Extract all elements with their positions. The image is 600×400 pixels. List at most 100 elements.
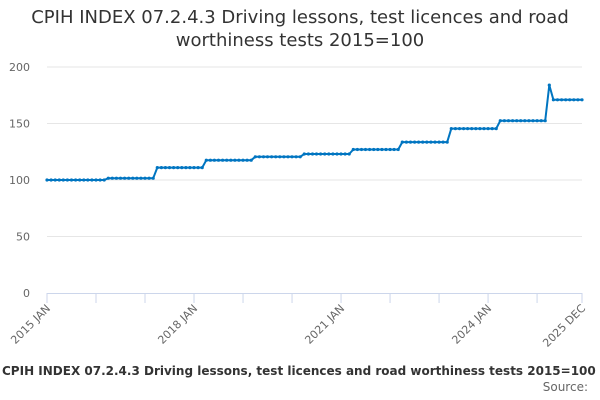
data-point[interactable] xyxy=(294,155,298,159)
data-point[interactable] xyxy=(53,178,57,182)
data-point[interactable] xyxy=(176,166,180,170)
data-point[interactable] xyxy=(388,147,392,152)
data-point[interactable] xyxy=(110,176,114,180)
data-point[interactable] xyxy=(127,176,131,180)
data-point[interactable] xyxy=(159,166,163,170)
data-point[interactable] xyxy=(515,119,519,123)
data-point[interactable] xyxy=(347,152,351,156)
data-point[interactable] xyxy=(335,152,339,156)
data-point[interactable] xyxy=(429,140,433,144)
data-point[interactable] xyxy=(216,158,221,162)
data-point[interactable] xyxy=(425,140,429,144)
data-point[interactable] xyxy=(323,152,327,156)
data-point[interactable] xyxy=(49,178,53,182)
data-point[interactable] xyxy=(241,158,245,162)
data-point[interactable] xyxy=(61,178,65,182)
data-point[interactable] xyxy=(400,140,404,144)
data-point[interactable] xyxy=(539,119,543,123)
data-point[interactable] xyxy=(408,140,413,144)
data-point[interactable] xyxy=(486,127,490,131)
data-point[interactable] xyxy=(118,176,123,180)
data-point[interactable] xyxy=(270,155,274,159)
data-point[interactable] xyxy=(502,119,506,123)
data-point[interactable] xyxy=(327,152,331,156)
data-point[interactable] xyxy=(535,119,539,123)
data-point[interactable] xyxy=(490,127,494,131)
data-point[interactable] xyxy=(302,152,306,156)
data-point[interactable] xyxy=(380,147,384,152)
data-point[interactable] xyxy=(445,140,449,144)
data-point[interactable] xyxy=(551,98,556,102)
data-point[interactable] xyxy=(139,176,143,180)
data-point[interactable] xyxy=(421,140,425,144)
data-point[interactable] xyxy=(376,147,380,152)
data-point[interactable] xyxy=(510,119,515,123)
data-point[interactable] xyxy=(143,176,147,180)
data-point[interactable] xyxy=(212,158,216,162)
data-point[interactable] xyxy=(453,127,457,131)
data-point[interactable] xyxy=(523,119,527,123)
data-point[interactable] xyxy=(245,158,249,162)
data-point[interactable] xyxy=(396,147,400,152)
data-point[interactable] xyxy=(392,147,396,152)
data-point[interactable] xyxy=(498,119,502,123)
data-point[interactable] xyxy=(196,166,200,170)
data-point[interactable] xyxy=(155,166,159,170)
data-point[interactable] xyxy=(470,127,474,131)
data-point[interactable] xyxy=(221,158,225,162)
data-point[interactable] xyxy=(527,119,531,123)
data-point[interactable] xyxy=(310,152,315,156)
data-point[interactable] xyxy=(233,158,237,162)
data-point[interactable] xyxy=(253,155,257,159)
data-point[interactable] xyxy=(519,119,523,123)
data-point[interactable] xyxy=(123,176,127,180)
data-point[interactable] xyxy=(86,178,90,182)
data-point[interactable] xyxy=(69,178,74,182)
data-point[interactable] xyxy=(576,98,580,102)
data-point[interactable] xyxy=(188,166,192,170)
data-point[interactable] xyxy=(339,152,343,156)
data-point[interactable] xyxy=(172,166,176,170)
data-point[interactable] xyxy=(449,127,453,131)
data-point[interactable] xyxy=(98,178,102,182)
data-point[interactable] xyxy=(90,178,94,182)
data-point[interactable] xyxy=(192,166,196,170)
data-point[interactable] xyxy=(572,98,576,102)
data-point[interactable] xyxy=(208,158,212,162)
data-point[interactable] xyxy=(82,178,86,182)
data-point[interactable] xyxy=(306,152,310,156)
data-point[interactable] xyxy=(257,155,261,159)
data-point[interactable] xyxy=(114,176,118,180)
data-point[interactable] xyxy=(555,98,560,102)
data-point[interactable] xyxy=(457,127,462,131)
data-point[interactable] xyxy=(359,147,364,152)
data-point[interactable] xyxy=(314,152,319,156)
data-point[interactable] xyxy=(204,158,208,162)
data-point[interactable] xyxy=(229,158,233,162)
data-point[interactable] xyxy=(437,140,441,144)
data-point[interactable] xyxy=(331,152,335,156)
data-point[interactable] xyxy=(433,140,437,144)
data-point[interactable] xyxy=(78,178,82,182)
data-point[interactable] xyxy=(564,98,568,102)
data-point[interactable] xyxy=(462,127,466,131)
data-point[interactable] xyxy=(368,147,372,152)
data-point[interactable] xyxy=(543,119,547,123)
data-point[interactable] xyxy=(57,178,61,182)
data-point[interactable] xyxy=(102,178,106,182)
data-point[interactable] xyxy=(65,178,69,182)
data-point[interactable] xyxy=(547,83,551,87)
data-point[interactable] xyxy=(131,176,135,180)
data-point[interactable] xyxy=(184,166,188,170)
data-point[interactable] xyxy=(568,98,572,102)
data-point[interactable] xyxy=(135,176,139,180)
data-series-line[interactable] xyxy=(45,83,584,182)
data-point[interactable] xyxy=(163,166,167,170)
data-point[interactable] xyxy=(372,147,376,152)
data-point[interactable] xyxy=(286,155,290,159)
data-point[interactable] xyxy=(180,166,184,170)
data-point[interactable] xyxy=(384,147,388,152)
data-point[interactable] xyxy=(261,155,266,159)
data-point[interactable] xyxy=(560,98,564,102)
data-point[interactable] xyxy=(404,140,408,144)
